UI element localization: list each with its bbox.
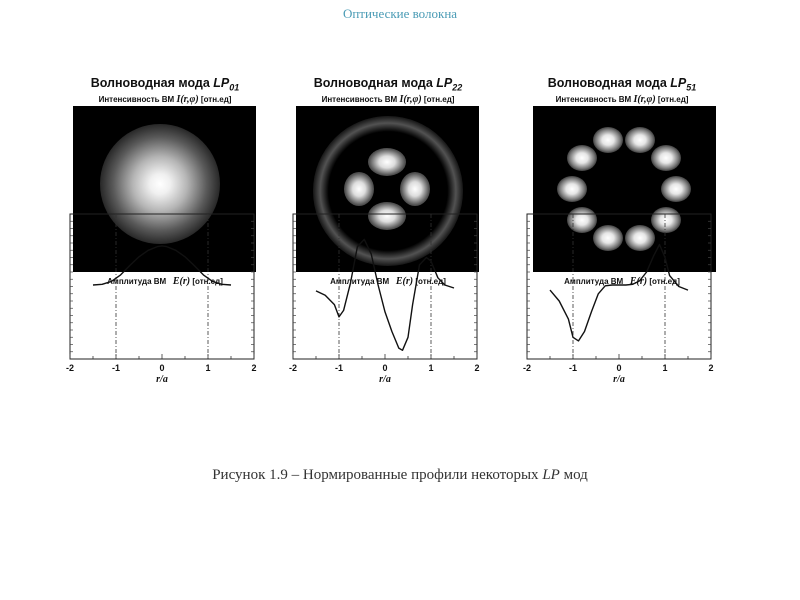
- mode-lobe: [566, 206, 597, 233]
- amplitude-plot-lp51: -2 -1 0 1 2 r/a: [523, 213, 714, 385]
- x-axis-label: r/a: [379, 374, 391, 385]
- lobe-top: [368, 148, 406, 176]
- x-tick-label: 0: [616, 363, 621, 373]
- intensity-image-lp51: [533, 106, 716, 272]
- mode-lobe: [625, 126, 656, 153]
- lobe-right: [400, 172, 430, 206]
- plot-frame: [526, 213, 712, 360]
- x-tick-label: 2: [474, 363, 479, 373]
- amplitude-curve: [549, 243, 689, 342]
- amplitude-label: Амплитуда ВМ E(r) [отн.ед]: [330, 276, 446, 287]
- amplitude-plot-lp22: -2 -1 0 1 2 r/a: [289, 213, 480, 385]
- x-tick-label: 1: [205, 363, 210, 373]
- panel-title: Волноводная мода LP01: [90, 76, 240, 93]
- lobe-left: [344, 172, 374, 206]
- mode-spot: [100, 124, 220, 244]
- x-tick-label: 1: [428, 363, 433, 373]
- amplitude-curve: [315, 238, 455, 351]
- page-header: Оптические волокна: [342, 6, 458, 21]
- mode-lobe: [566, 145, 597, 172]
- mode-lobe: [651, 206, 682, 233]
- x-axis-label: r/a: [613, 374, 625, 385]
- panel-title: Волноводная мода LP22: [313, 76, 463, 93]
- x-tick-label: 0: [382, 363, 387, 373]
- mode-lobe: [661, 176, 691, 202]
- x-tick-label: 0: [159, 363, 164, 373]
- mode-lobe: [625, 225, 656, 252]
- intensity-label: Интенсивность ВМ I(r,φ) [отн.ед]: [555, 94, 689, 105]
- intensity-label: Интенсивность ВМ I(r,φ) [отн.ед]: [321, 94, 455, 105]
- x-tick-label: -2: [289, 363, 297, 373]
- mode-lobe: [651, 145, 682, 172]
- plot-frame: [69, 213, 255, 360]
- outer-ring: [313, 116, 463, 266]
- panel-title: Волноводная мода LP51: [547, 76, 697, 93]
- lobe-bottom: [368, 202, 406, 230]
- mode-lobe: [592, 126, 623, 153]
- x-tick-label: 2: [708, 363, 713, 373]
- intensity-label: Интенсивность ВМ I(r,φ) [отн.ед]: [98, 94, 232, 105]
- x-tick-label: -2: [66, 363, 74, 373]
- intensity-image-lp22: [296, 106, 479, 272]
- intensity-image-lp01: [73, 106, 256, 272]
- amplitude-curve: [92, 245, 232, 286]
- x-tick-label: 1: [662, 363, 667, 373]
- x-tick-label: -1: [569, 363, 577, 373]
- x-tick-label: -2: [523, 363, 531, 373]
- amplitude-label: Амплитуда ВМ E(r) [отн.ед]: [107, 276, 223, 287]
- figure-caption: Рисунок 1.9 – Нормированные профили неко…: [212, 467, 588, 483]
- mode-lobe: [592, 225, 623, 252]
- mode-lobe: [557, 176, 587, 202]
- x-tick-label: -1: [112, 363, 120, 373]
- amplitude-plot-lp01: -2 -1 0 1 2 r/a: [66, 213, 257, 385]
- x-tick-label: 2: [251, 363, 256, 373]
- x-axis-label: r/a: [156, 374, 168, 385]
- x-tick-label: -1: [335, 363, 343, 373]
